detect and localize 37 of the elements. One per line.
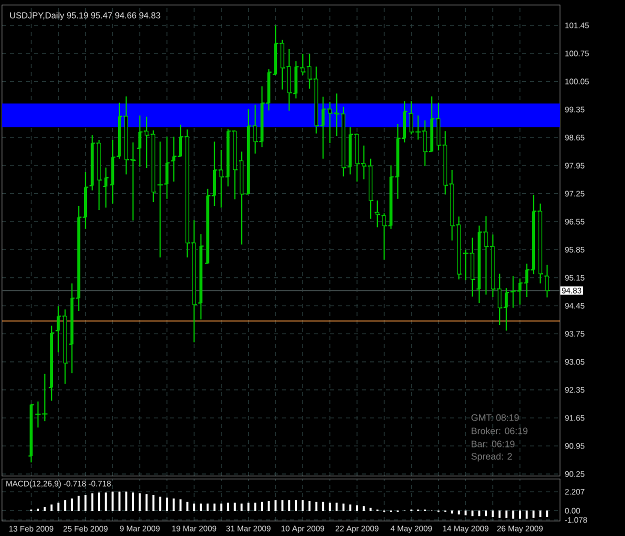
y-tick-label: 99.35	[565, 106, 584, 112]
y-tick-label: 98.65	[565, 134, 584, 140]
y-tick-label: 101.45	[565, 22, 589, 28]
x-tick-label: 4 May 2009	[390, 526, 432, 533]
annotation: Broker: 06:19	[472, 427, 528, 434]
y-tick-label: 97.25	[565, 190, 584, 196]
y-tick-label: -1.078	[565, 517, 588, 523]
x-tick-label: 10 Apr 2009	[282, 526, 324, 533]
x-tick-label: 26 May 2009	[497, 526, 543, 533]
x-tick-label: 22 Apr 2009	[336, 526, 378, 533]
ref-line-label: 94.83	[562, 288, 582, 294]
annotation: Spread: 2	[471, 452, 512, 462]
y-tick-label: 92.35	[565, 387, 584, 393]
y-tick-label: 97.95	[565, 162, 584, 168]
y-tick-label: 93.05	[565, 359, 584, 365]
chart-title: MACD(12,26,9) -0.718 -0.718	[6, 480, 111, 488]
x-tick-label: 25 Feb 2009	[63, 526, 108, 532]
y-tick-label: 96.55	[565, 218, 584, 225]
y-tick-label: 2.207	[565, 488, 584, 495]
y-tick-label: 91.65	[565, 415, 584, 421]
y-tick-label: 90.25	[565, 471, 584, 477]
y-tick-label: 93.75	[565, 330, 584, 337]
x-tick-label: 14 May 2009	[443, 526, 488, 533]
y-tick-label: 95.85	[565, 246, 584, 253]
y-tick-label: 100.75	[565, 50, 589, 56]
annotation: GMT: 08:19	[471, 414, 519, 421]
x-tick-label: 9 Mar 2009	[120, 526, 160, 532]
x-tick-label: 19 Mar 2009	[172, 526, 216, 532]
y-tick-label: 94.45	[565, 302, 584, 309]
y-tick-label: 90.95	[565, 443, 584, 449]
x-tick-label: 13 Feb 2009	[9, 526, 54, 532]
y-tick-label: 100.05	[565, 78, 589, 84]
y-tick-label: 0.00	[565, 508, 580, 514]
x-tick-label: 31 Mar 2009	[226, 526, 270, 532]
y-tick-label: 95.15	[565, 274, 584, 281]
annotation: Bar: 06:19	[472, 440, 514, 448]
text: USDJPY,Daily 95.19 95.47 94.66 94.83	[10, 12, 160, 20]
